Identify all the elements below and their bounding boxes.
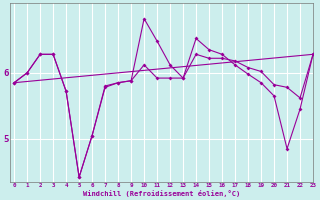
- X-axis label: Windchill (Refroidissement éolien,°C): Windchill (Refroidissement éolien,°C): [83, 190, 240, 197]
